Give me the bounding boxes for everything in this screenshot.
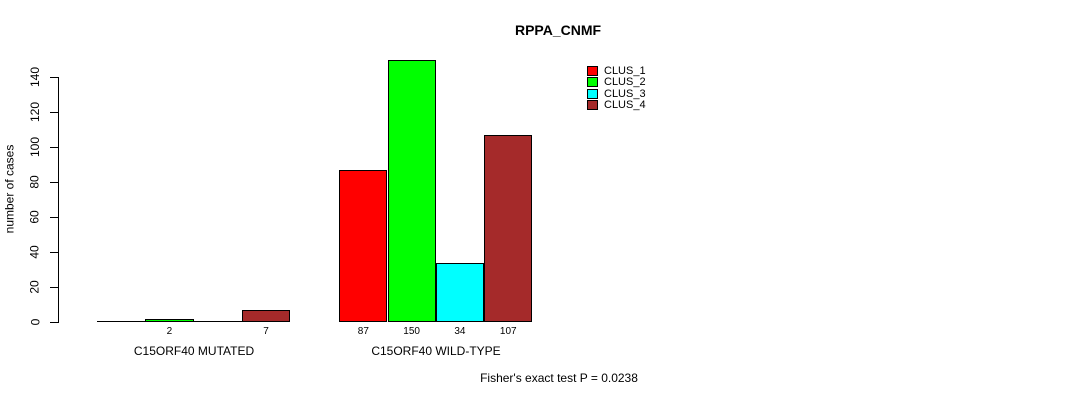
zero-height-bar [97, 321, 146, 322]
y-tick-label: 0 [22, 305, 48, 339]
bar-clus_4-wild-type [484, 134, 533, 322]
y-tick-label: 20 [22, 270, 48, 304]
y-tick-label: 120 [22, 95, 48, 129]
bar-value-label: 7 [263, 326, 269, 337]
y-tick [50, 216, 58, 218]
y-tick-label: 100 [22, 130, 48, 164]
y-tick-label: 140 [22, 60, 48, 94]
y-tick [50, 251, 58, 253]
y-tick [50, 181, 58, 183]
y-axis-title: number of cases [0, 139, 18, 239]
y-tick-label-text: 60 [27, 210, 42, 224]
y-tick-label-text: 20 [27, 280, 42, 294]
y-axis-title-text: number of cases [2, 144, 16, 234]
y-tick-label-text: 140 [28, 66, 42, 88]
y-tick-label-text: 80 [27, 175, 42, 189]
y-tick [50, 146, 58, 148]
fisher-test-annotation: Fisher's exact test P = 0.0238 [480, 371, 638, 385]
legend-label-clus_4: CLUS_4 [604, 99, 646, 112]
bar-value-label: 2 [166, 326, 173, 337]
legend-swatch-clus_3 [587, 88, 598, 99]
bar-clus_1-wild-type [339, 169, 388, 322]
zero-height-bar [193, 321, 242, 322]
chart-title: RPPA_CNMF [514, 22, 602, 38]
bar-clus_3-wild-type [435, 262, 485, 322]
y-tick-label-text: 0 [28, 318, 42, 326]
bar-value-label: 150 [403, 326, 420, 337]
y-tick-label: 40 [22, 235, 48, 269]
y-tick [50, 321, 58, 323]
y-tick [50, 76, 58, 78]
bar-value-label: 107 [499, 326, 517, 337]
y-axis-line [58, 77, 59, 323]
legend-label-clus_3: CLUS_3 [604, 87, 646, 100]
y-tick [50, 111, 58, 113]
legend-swatch-clus_2 [587, 77, 598, 88]
y-tick [50, 286, 58, 288]
x-category-label-wild-type: C15ORF40 WILD-TYPE [371, 344, 501, 358]
y-tick-label-text: 120 [28, 101, 42, 123]
legend-swatch-clus_4 [587, 100, 598, 111]
bar-value-label: 34 [454, 326, 466, 337]
y-tick-label-text: 40 [27, 245, 42, 259]
bar-value-label: 87 [357, 326, 369, 337]
bar-clus_2-mutated [145, 318, 194, 322]
y-tick-label: 80 [22, 165, 48, 199]
y-tick-label: 60 [22, 200, 48, 234]
y-tick-label-text: 100 [28, 136, 42, 158]
legend-label-clus_2: CLUS_2 [604, 76, 646, 89]
bar-clus_4-mutated [241, 309, 291, 322]
x-category-label-mutated: C15ORF40 MUTATED [133, 344, 255, 358]
bar-clus_2-wild-type [387, 59, 436, 322]
legend-swatch-clus_1 [587, 66, 598, 76]
legend-label-clus_1: CLUS_1 [604, 65, 646, 77]
